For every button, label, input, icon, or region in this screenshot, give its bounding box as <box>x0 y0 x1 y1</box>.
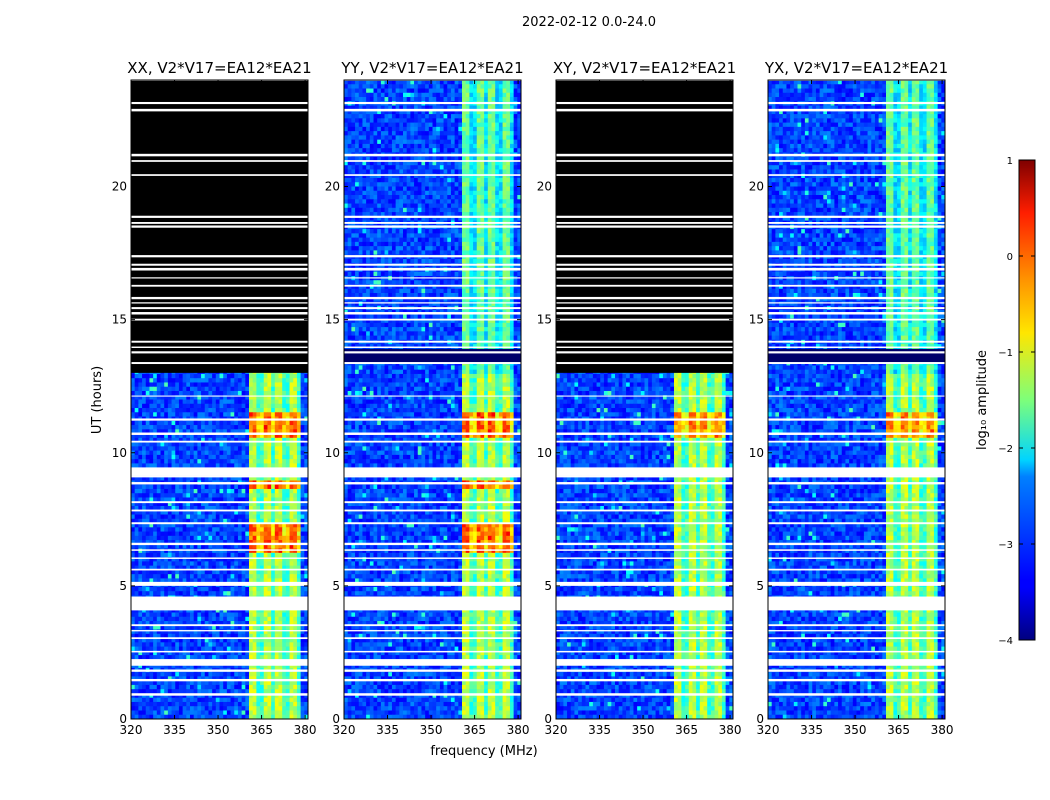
x-tick-label: 365 <box>250 723 273 737</box>
panel-title: XY, V2*V17=EA12*EA21 <box>553 59 736 77</box>
x-tick-label: 350 <box>632 723 655 737</box>
y-tick-label: 10 <box>537 446 552 460</box>
y-tick-label: 15 <box>537 313 552 327</box>
figure: 2022-02-12 0.0-24.0 XX, V2*V17=EA12*EA21… <box>0 0 1050 800</box>
y-tick-label: 20 <box>112 180 127 194</box>
y-tick-label: 0 <box>332 712 340 726</box>
panel-title: XX, V2*V17=EA12*EA21 <box>127 59 311 77</box>
x-tick-label: 380 <box>507 723 530 737</box>
panel-title: YY, V2*V17=EA12*EA21 <box>340 59 523 77</box>
panel-title: YX, V2*V17=EA12*EA21 <box>764 59 948 77</box>
x-tick-label: 335 <box>163 723 186 737</box>
colorbar-gradient <box>1019 160 1035 640</box>
x-tick-label: 365 <box>887 723 910 737</box>
heatmap-cells <box>768 80 945 719</box>
y-tick-label: 0 <box>756 712 764 726</box>
y-tick-label: 5 <box>332 579 340 593</box>
colorbar-tick-label: −1 <box>998 348 1013 359</box>
x-axis-label: frequency (MHz) <box>430 744 537 759</box>
x-tick-label: 380 <box>719 723 742 737</box>
colorbar-tick-label: 1 <box>1007 156 1013 167</box>
heatmap-cells <box>344 80 521 719</box>
x-tick-label: 335 <box>800 723 823 737</box>
colorbar-tick-label: −3 <box>998 540 1013 551</box>
y-tick-label: 0 <box>119 712 127 726</box>
x-tick-label: 380 <box>294 723 317 737</box>
y-tick-label: 15 <box>749 313 764 327</box>
x-tick-label: 350 <box>207 723 230 737</box>
colorbar-label: log₁₀ amplitude <box>975 350 990 450</box>
x-tick-label: 335 <box>376 723 399 737</box>
colorbar-tick-label: 0 <box>1007 252 1013 263</box>
y-tick-label: 10 <box>112 446 127 460</box>
x-tick-label: 350 <box>844 723 867 737</box>
colorbar: 1 0 −1 −2 −3 −4 log₁₀ amplitude <box>975 156 1035 647</box>
y-tick-label: 20 <box>325 180 340 194</box>
y-tick-label: 20 <box>749 180 764 194</box>
figure-suptitle: 2022-02-12 0.0-24.0 <box>522 15 656 30</box>
colorbar-tick-label: −4 <box>998 636 1013 647</box>
y-axis-label: UT (hours) <box>90 366 105 434</box>
y-tick-label: 10 <box>749 446 764 460</box>
x-tick-label: 380 <box>931 723 954 737</box>
y-tick-label: 0 <box>544 712 552 726</box>
x-tick-label: 350 <box>420 723 443 737</box>
y-tick-label: 5 <box>119 579 127 593</box>
y-tick-label: 5 <box>544 579 552 593</box>
x-tick-label: 365 <box>463 723 486 737</box>
y-tick-label: 5 <box>756 579 764 593</box>
x-tick-label: 365 <box>675 723 698 737</box>
colorbar-tick-label: −2 <box>998 444 1013 455</box>
y-tick-label: 10 <box>325 446 340 460</box>
x-tick-label: 335 <box>588 723 611 737</box>
y-tick-label: 20 <box>537 180 552 194</box>
y-tick-label: 15 <box>325 313 340 327</box>
y-tick-label: 15 <box>112 313 127 327</box>
